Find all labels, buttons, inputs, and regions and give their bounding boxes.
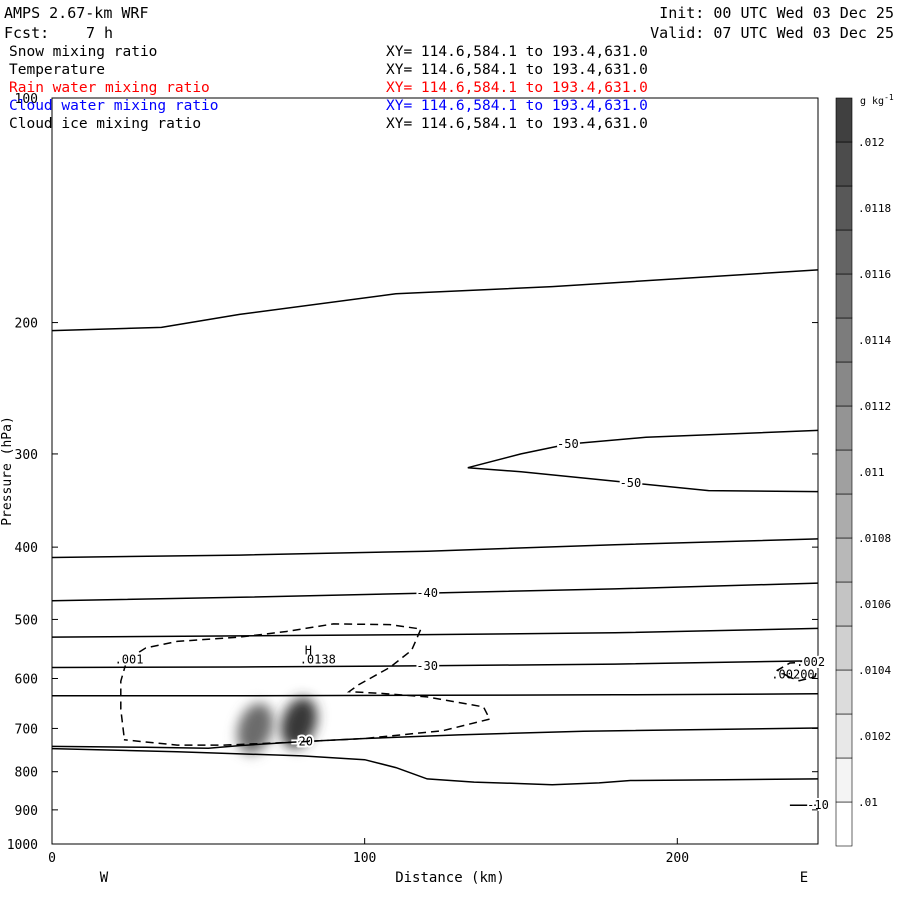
x-tick-label: 100 (353, 851, 376, 866)
max-annotation: H (305, 643, 312, 657)
field-name: Temperature (9, 62, 106, 78)
colorbar-tick-label: .0116 (858, 268, 891, 281)
temperature-contour (51, 747, 819, 786)
colorbar-tick-label: .0104 (858, 664, 891, 677)
temperature-contour (51, 538, 819, 559)
colorbar-tick-label: .0108 (858, 532, 891, 545)
field-name: Snow mixing ratio (9, 44, 158, 60)
y-tick-label: 400 (15, 541, 38, 556)
y-axis-label: Pressure (hPa) (0, 416, 15, 526)
y-tick-label: 1000 (7, 838, 38, 853)
colorbar-swatch (835, 273, 853, 319)
colorbar-tick-label: .0118 (858, 202, 891, 215)
temperature-contour-label: -10 (807, 798, 829, 812)
max-annotation: .0138 (300, 653, 336, 667)
east-label: E (800, 870, 808, 886)
field-name: Rain water mixing ratio (9, 80, 210, 96)
y-tick-label: 500 (15, 613, 38, 628)
colorbar-swatch (835, 537, 853, 583)
y-tick-label: 100 (15, 92, 38, 107)
field-name: Cloud water mixing ratio (9, 98, 219, 114)
field-xy-range: XY= 114.6,584.1 to 193.4,631.0 (386, 116, 648, 132)
colorbar-tick-label: .011 (858, 466, 885, 479)
colorbar-swatch (835, 669, 853, 715)
y-tick-label: 600 (15, 673, 38, 688)
temperature-contour (467, 466, 819, 493)
colorbar-tick-label: .0112 (858, 400, 891, 413)
colorbar-swatch (835, 757, 853, 803)
colorbar-swatch (835, 405, 853, 451)
plot-frame (51, 97, 819, 845)
field-xy-range: XY= 114.6,584.1 to 193.4,631.0 (386, 80, 648, 96)
x-tick-label: 0 (48, 851, 56, 866)
max-annotation: .00200 (771, 668, 814, 682)
cloud-ice-blob (237, 703, 274, 754)
colorbar-swatch (835, 713, 853, 759)
y-tick-label: 300 (15, 448, 38, 463)
snow-contour (120, 623, 491, 746)
field-xy-range: XY= 114.6,584.1 to 193.4,631.0 (386, 98, 648, 114)
colorbar-tick-label: .0106 (858, 598, 891, 611)
init-time: Init: 00 UTC Wed 03 Dec 25 (659, 4, 894, 22)
colorbar-swatch (835, 449, 853, 495)
colorbar-unit: g kg-1 (860, 93, 894, 107)
x-axis-label: Distance (km) (395, 870, 505, 886)
field-name: Cloud ice mixing ratio (9, 116, 202, 132)
colorbar-tick-label: .01 (858, 796, 878, 809)
snow-contour-label: .001 (115, 653, 144, 667)
temperature-contour-label: -50 (620, 476, 642, 490)
temperature-contour-label: -50 (557, 437, 579, 451)
valid-time: Valid: 07 UTC Wed 03 Dec 25 (650, 24, 894, 42)
temperature-contour (51, 627, 819, 638)
field-xy-range: XY= 114.6,584.1 to 193.4,631.0 (386, 44, 648, 60)
temperature-contour (51, 582, 819, 602)
temperature-contour (51, 659, 819, 669)
colorbar-swatch (835, 141, 853, 187)
y-tick-label: 700 (15, 722, 38, 737)
temperature-contour (467, 429, 819, 469)
colorbar-tick-label: .0114 (858, 334, 891, 347)
temperature-contour (51, 269, 819, 332)
cloud-ice-blob (280, 697, 318, 749)
snow-contour-label: .002 (796, 655, 825, 669)
temperature-contour-label: -40 (416, 586, 438, 600)
colorbar-tick-label: .012 (858, 136, 885, 149)
y-tick-label: 800 (15, 766, 38, 781)
temperature-contour (52, 693, 819, 697)
y-tick-label: 900 (15, 804, 38, 819)
colorbar-swatch (835, 97, 853, 143)
temperature-contour-label: -30 (416, 659, 438, 673)
colorbar-swatch (835, 493, 853, 539)
colorbar-swatch (835, 361, 853, 407)
colorbar-swatch (835, 229, 853, 275)
west-label: W (100, 870, 109, 886)
forecast-label: Fcst: (4, 24, 50, 42)
snow-contour (775, 661, 819, 682)
field-xy-range: XY= 114.6,584.1 to 193.4,631.0 (386, 62, 648, 78)
y-tick-label: 200 (15, 317, 38, 332)
x-tick-label: 200 (666, 851, 689, 866)
forecast-hour: 7 h (86, 24, 114, 42)
colorbar-swatch (835, 317, 853, 363)
colorbar-tick-label: .0102 (858, 730, 891, 743)
colorbar-swatch (835, 185, 853, 231)
model-title: AMPS 2.67-km WRF (4, 4, 149, 22)
colorbar-swatch (835, 801, 853, 847)
colorbar-swatch (835, 581, 853, 627)
colorbar-swatch (835, 625, 853, 671)
